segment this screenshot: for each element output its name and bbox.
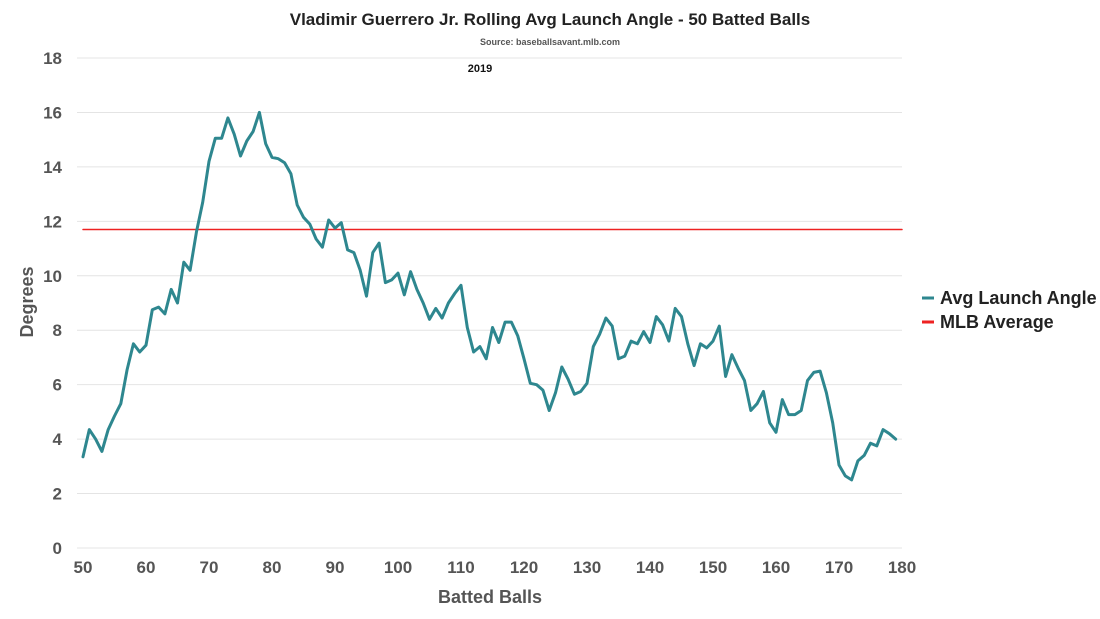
x-axis-label: Batted Balls: [438, 587, 542, 607]
x-tick-label: 70: [200, 558, 219, 577]
legend-label-avg-launch-angle: Avg Launch Angle: [940, 288, 1097, 308]
x-tick-label: 100: [384, 558, 412, 577]
y-axis-label: Degrees: [17, 266, 37, 337]
chart-title: Vladimir Guerrero Jr. Rolling Avg Launch…: [290, 10, 811, 29]
y-tick-label: 2: [53, 485, 62, 504]
x-tick-label: 80: [263, 558, 282, 577]
y-tick-label: 12: [43, 212, 62, 231]
y-tick-label: 4: [53, 430, 63, 449]
y-tick-label: 18: [43, 49, 62, 68]
legend: Avg Launch Angle MLB Average: [922, 288, 1097, 332]
x-tick-label: 120: [510, 558, 538, 577]
y-tick-label: 16: [43, 103, 62, 122]
series-line-avg-launch-angle: [81, 110, 898, 482]
x-tick-label: 60: [137, 558, 156, 577]
legend-label-mlb-average: MLB Average: [940, 312, 1054, 332]
y-tick-label: 8: [53, 321, 62, 340]
x-tick-label: 140: [636, 558, 664, 577]
x-tick-label: 130: [573, 558, 601, 577]
x-axis-ticks: 50 60 70 80 90 100 110 120 130 140 150 160 170 180: [74, 558, 917, 577]
y-axis-ticks: 0 2 4 6 8 10 12 14 16 18: [43, 49, 62, 558]
chart-subtitle: Source: baseballsavant.mlb.com: [480, 37, 620, 47]
y-tick-label: 14: [43, 158, 62, 177]
y-tick-label: 0: [53, 539, 62, 558]
x-tick-label: 170: [825, 558, 853, 577]
x-tick-label: 90: [326, 558, 345, 577]
series-lines: [81, 110, 903, 482]
y-tick-label: 6: [53, 376, 62, 395]
y-tick-label: 10: [43, 267, 62, 286]
x-tick-label: 110: [447, 558, 474, 577]
x-tick-label: 160: [762, 558, 790, 577]
x-tick-label: 180: [888, 558, 916, 577]
grid-lines: [77, 57, 902, 549]
year-annotation: 2019: [468, 63, 492, 75]
x-tick-label: 50: [74, 558, 93, 577]
x-tick-label: 150: [699, 558, 727, 577]
